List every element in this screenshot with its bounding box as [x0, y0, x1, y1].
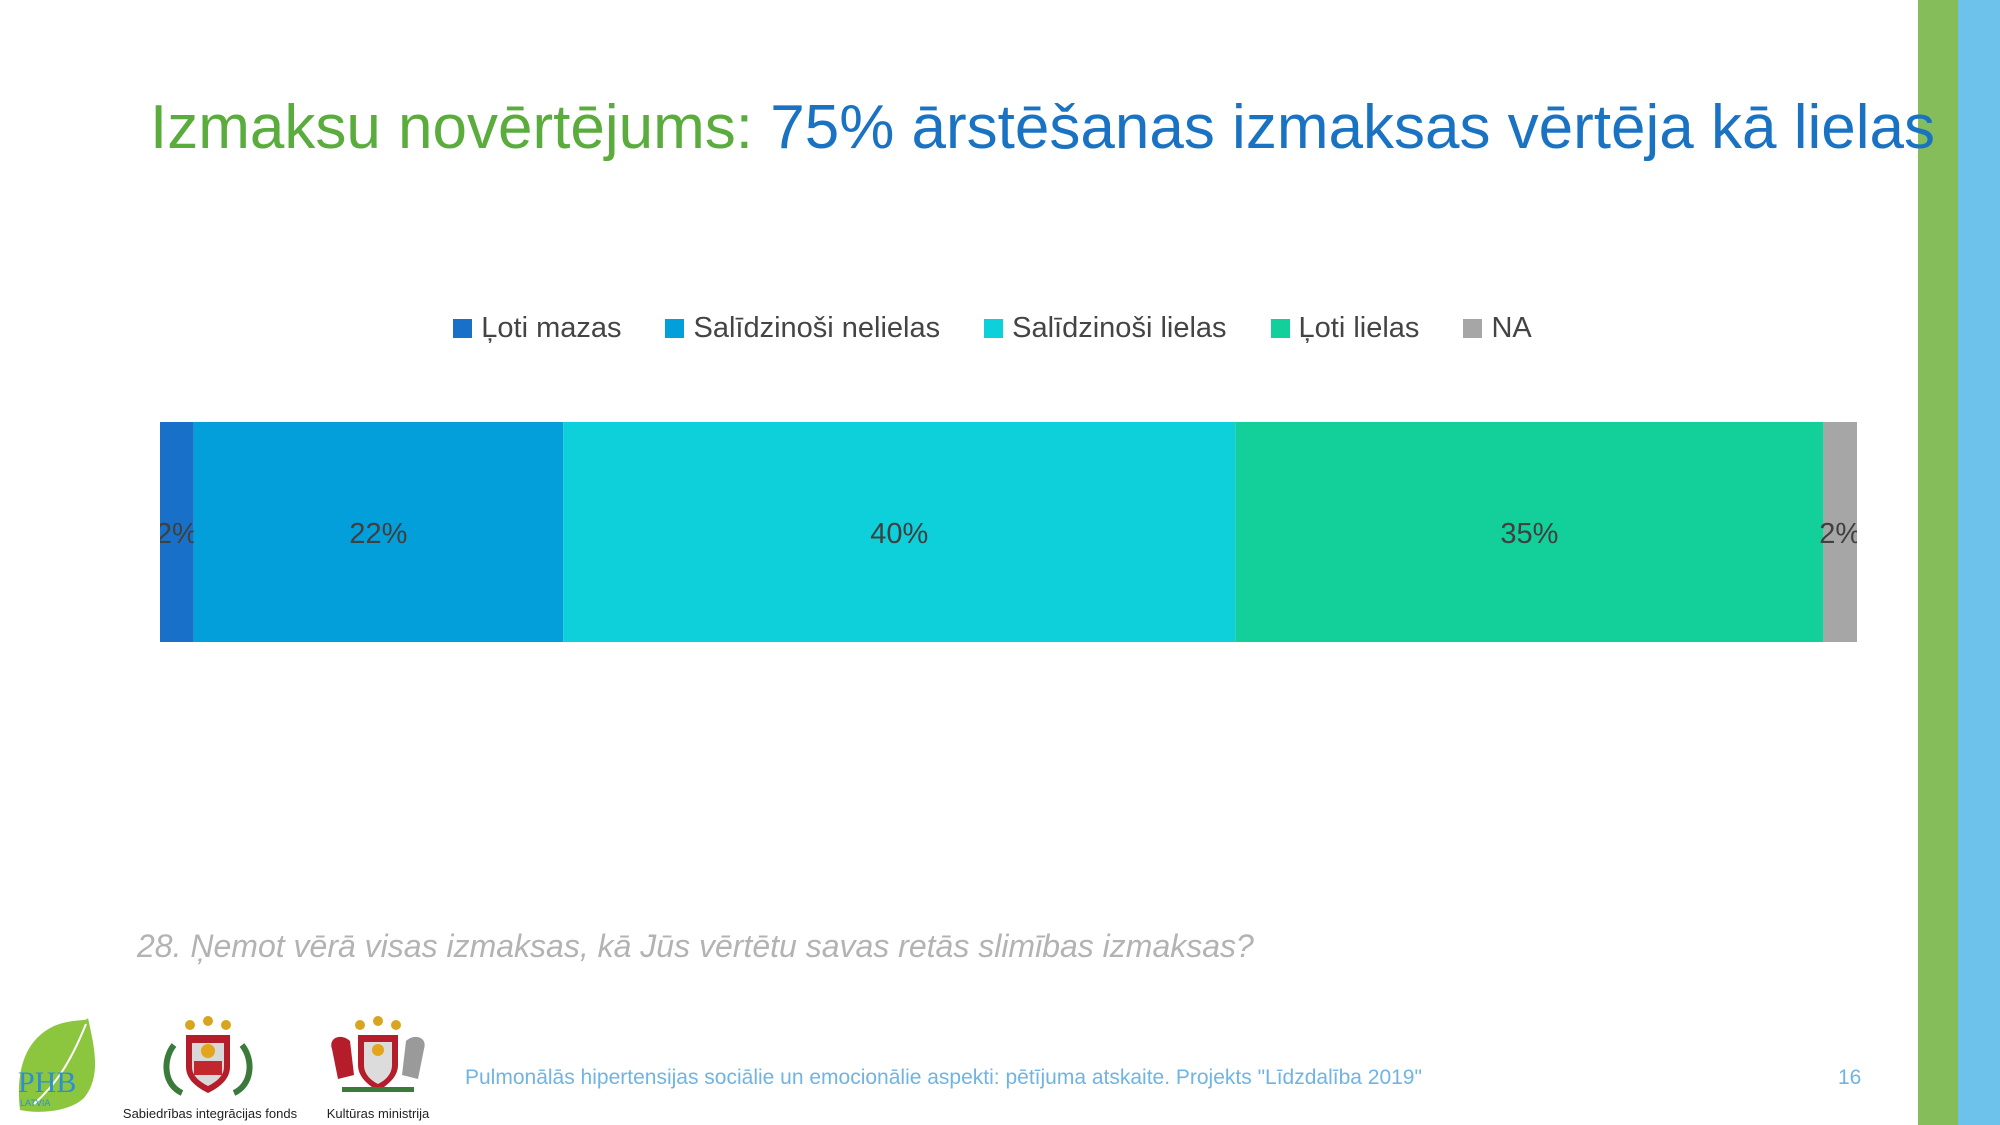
title-lead: Izmaksu novērtējums: [150, 93, 753, 162]
legend-swatch [665, 319, 685, 338]
legend-item: NA [1463, 312, 1532, 345]
sif-logo-caption: Sabiedrības integrācijas fonds [122, 1106, 298, 1121]
chart-legend: Ļoti mazas Salīdzinoši nelielas Salīdzinoš… [0, 312, 1920, 345]
slide-title: Izmaksu novērtējums: 75% ārstēšanas izma… [150, 90, 1935, 166]
legend-label: Salīdzinoši lielas [1012, 312, 1227, 344]
legend-item: Salīdzinoši lielas [984, 312, 1227, 345]
legend-item: Salīdzinoši nelielas [665, 312, 940, 345]
legend-swatch [1463, 319, 1483, 338]
legend-swatch [984, 319, 1004, 338]
phb-logo-text: PHB [18, 1066, 76, 1099]
legend-label: NA [1491, 312, 1532, 344]
kulturas-ministrija-logo: Kultūras ministrija [318, 1015, 438, 1121]
bar-segment [1823, 422, 1857, 642]
data-label: 2% [1819, 518, 1857, 550]
data-label: 40% [870, 518, 928, 550]
phb-logo-subtext: LATVIA [20, 1098, 50, 1108]
bar-segment [1235, 422, 1824, 642]
sif-logo: Sabiedrības integrācijas fonds [112, 1015, 308, 1121]
chart-svg: 2% 22% 40% 35% 2% [160, 422, 1857, 642]
data-label: 22% [349, 518, 407, 550]
decorative-stripe-green [1918, 0, 1958, 1125]
page-number: 16 [1838, 1066, 1862, 1089]
bar-segment [160, 422, 194, 642]
legend-label: Salīdzinoši nelielas [693, 312, 941, 344]
title-headline: 75% ārstēšanas izmaksas vērtēja kā liela… [770, 93, 1935, 162]
km-logo-caption: Kultūras ministrija [326, 1106, 430, 1121]
legend-label: Ļoti lielas [1298, 312, 1420, 344]
footer-project-text: Pulmonālās hipertensijas sociālie un emo… [465, 1066, 1422, 1089]
data-label: 35% [1500, 518, 1558, 550]
bar-segment [563, 422, 1236, 642]
legend-item: Ļoti lielas [1270, 312, 1420, 345]
legend-label: Ļoti mazas [481, 312, 622, 344]
legend-swatch [453, 319, 473, 338]
legend-item: Ļoti mazas [453, 312, 621, 345]
data-label: 2% [160, 518, 198, 550]
survey-question: 28. Ņemot vērā visas izmaksas, kā Jūs vē… [137, 928, 1254, 964]
legend-swatch [1270, 319, 1290, 338]
stacked-bar-chart: 2% 22% 40% 35% 2% [160, 422, 1857, 642]
bar-segment [193, 422, 564, 642]
decorative-stripe-blue [1958, 0, 2000, 1125]
phb-latvia-logo: PHB LATVIA [14, 1016, 106, 1112]
